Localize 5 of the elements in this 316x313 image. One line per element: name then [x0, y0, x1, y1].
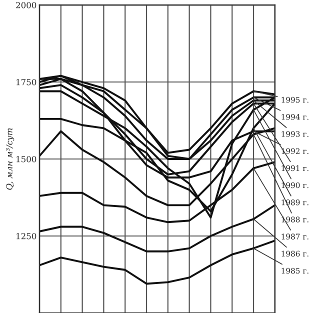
y-tick-label: 1750 — [16, 78, 36, 86]
y-tick-label: 1500 — [16, 156, 36, 162]
y-tick-label: 2000 — [16, 2, 36, 8]
y-tick-label: 1250 — [16, 232, 36, 240]
y-axis-title: Q, млн м³/сут — [6, 128, 14, 190]
